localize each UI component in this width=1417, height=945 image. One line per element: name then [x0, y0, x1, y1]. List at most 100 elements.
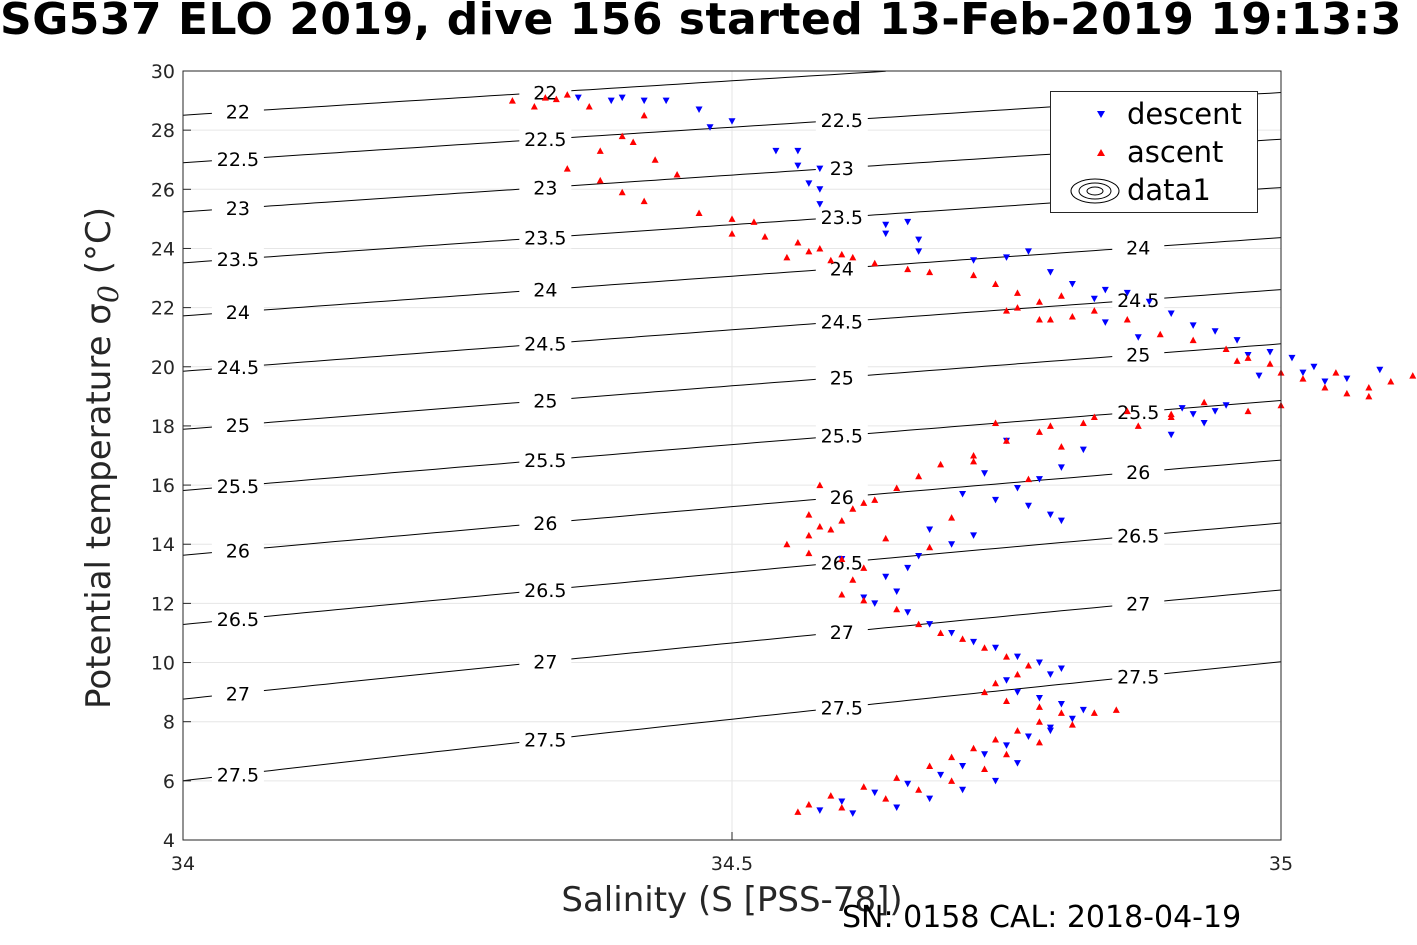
ascent-point: [563, 165, 571, 172]
ascent-point: [838, 555, 846, 563]
ascent-point: [1057, 709, 1065, 716]
ascent-point: [1090, 709, 1098, 716]
descent-point: [1233, 337, 1241, 344]
ascent-point: [860, 564, 868, 571]
descent-point: [1343, 375, 1351, 383]
ascent-point: [970, 744, 978, 752]
contour-label-bg: [1112, 590, 1165, 615]
contour-label-bg: [1112, 522, 1165, 547]
y-tick-label: 20: [151, 357, 175, 379]
contour-label: 27.5: [217, 764, 259, 786]
ascent-point: [1343, 389, 1351, 397]
ascent-point: [1244, 354, 1252, 361]
contour-label: 22: [533, 82, 557, 104]
ascent-point: [981, 765, 989, 773]
contour-label: 24.5: [217, 357, 259, 379]
ascent-point: [640, 111, 648, 119]
ascent-point: [1057, 443, 1065, 450]
descent-point: [904, 780, 912, 788]
ascent-point: [948, 514, 956, 521]
contour-label: 22.5: [821, 110, 863, 132]
contour-label: 22.5: [217, 149, 259, 171]
y-tick-label: 28: [151, 120, 175, 142]
descent-point: [959, 490, 967, 498]
descent-point: [981, 751, 989, 758]
descent-point: [904, 218, 912, 226]
descent-point: [882, 573, 890, 581]
contour-label-bg: [211, 411, 264, 436]
contour-label-bg: [211, 195, 264, 220]
descent-point: [1024, 733, 1032, 740]
contour-line: [182, 522, 1282, 625]
ascent-point: [970, 271, 978, 279]
descent-point: [1321, 378, 1329, 386]
contour-label-bg: [1112, 286, 1165, 311]
y-tick-label: 4: [163, 830, 175, 852]
contour-label-bg: [815, 619, 868, 644]
ascent-point: [1079, 419, 1087, 426]
contour-label: 24.5: [821, 312, 863, 334]
ascent-point: [728, 230, 736, 237]
descent-marker-icon: [1097, 111, 1105, 118]
descent-point: [1266, 348, 1274, 356]
ascent-point: [1035, 315, 1043, 323]
serial-calibration-note: SN: 0158 CAL: 2018-04-19: [842, 900, 1242, 935]
contour-label: 26.5: [524, 580, 566, 602]
ascent-point: [673, 171, 681, 178]
ascent-point: [1013, 670, 1021, 678]
descent-point: [959, 763, 967, 770]
ascent-point: [948, 777, 956, 784]
descent-point: [640, 97, 648, 105]
ascent-point: [838, 803, 846, 811]
ascent-point: [1156, 330, 1164, 338]
descent-point: [816, 807, 824, 814]
descent-point: [728, 118, 736, 125]
ascent-point: [618, 188, 626, 196]
descent-point: [1376, 366, 1384, 374]
descent-point: [970, 257, 978, 264]
descent-point: [1178, 405, 1186, 412]
ascent-point: [893, 605, 901, 613]
descent-point: [1046, 727, 1054, 735]
descent-point: [992, 644, 1000, 652]
ascent-point: [1035, 703, 1043, 710]
ascent-point: [981, 644, 989, 651]
ascent-point: [618, 132, 626, 140]
ascent-point: [805, 801, 813, 808]
ascent-point: [1046, 315, 1054, 323]
contour-label-bg: [211, 680, 264, 705]
descent-point: [893, 588, 901, 596]
y-tick-label: 12: [151, 593, 175, 615]
contour-label-bg: [815, 694, 868, 719]
ascent-point: [1200, 398, 1208, 406]
contour-label-bg: [815, 107, 868, 132]
contour-label-bg: [1112, 663, 1165, 688]
descent-point: [794, 147, 802, 155]
contour-label-bg: [815, 484, 868, 509]
contour-label-bg: [1112, 459, 1165, 484]
descent-point: [1222, 402, 1230, 409]
ascent-point: [640, 197, 648, 205]
ascent-point: [959, 635, 967, 642]
descent-point: [926, 526, 934, 533]
ascent-point: [970, 457, 978, 465]
ascent-point: [596, 147, 604, 154]
ascent-point: [728, 215, 736, 222]
ascent-point: [805, 247, 813, 255]
contour-label: 25: [1126, 345, 1150, 367]
contour-label: 26: [533, 513, 557, 535]
ascent-point: [805, 511, 813, 518]
contour-line: [182, 661, 1282, 782]
descent-point: [1013, 760, 1021, 767]
descent-point: [970, 532, 978, 539]
ascent-point: [1123, 407, 1131, 415]
y-tick-label: 14: [151, 534, 175, 556]
ascent-point: [816, 244, 824, 252]
ascent-point: [1090, 307, 1098, 314]
contour-label-bg: [815, 422, 868, 447]
ascent-point: [827, 792, 835, 799]
descent-point: [1310, 363, 1318, 371]
contour-label: 25.5: [217, 476, 259, 498]
descent-point: [816, 201, 824, 208]
contour-label: 24.5: [1117, 290, 1159, 312]
